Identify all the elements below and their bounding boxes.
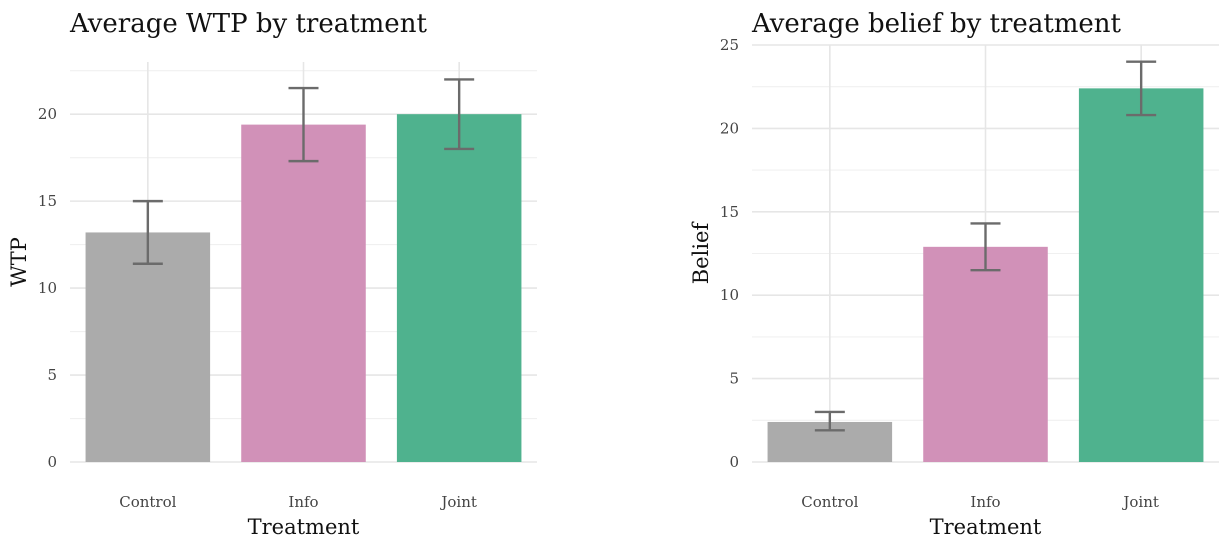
y-tick-label: 15 (720, 203, 739, 221)
bar-joint (396, 114, 522, 462)
y-tick-label: 0 (729, 453, 739, 471)
y-tick-label: 25 (720, 36, 739, 54)
y-tick-label: 20 (720, 119, 739, 137)
belief-chart: 0 5 10 15 20 25 Control Info Joint Average belief… (689, 9, 1219, 539)
y-tick-label: 5 (47, 366, 57, 384)
x-tick-label: Control (801, 493, 858, 511)
error-bar-info (970, 222, 1001, 272)
x-axis-title: Treatment (930, 515, 1042, 539)
error-bar-joint (1126, 60, 1157, 117)
y-axis-title: WTP (7, 237, 31, 287)
error-bar-control (814, 410, 845, 432)
bar-joint (1078, 88, 1204, 463)
error-bar-joint (444, 78, 475, 151)
y-tick-label: 5 (729, 370, 739, 388)
x-tick-label: Info (970, 493, 1000, 511)
x-tick-label: Joint (1121, 493, 1159, 511)
y-tick-label: 10 (38, 279, 57, 297)
x-tick-label: Info (288, 493, 318, 511)
bar-info (241, 124, 366, 462)
error-bar-control (132, 199, 163, 265)
y-tick-label: 0 (47, 453, 57, 471)
x-tick-label: Control (119, 493, 176, 511)
wtp-chart: 0 5 10 15 20 Control Info Joint Average WTP by t… (7, 9, 537, 539)
x-axis-title: Treatment (248, 515, 360, 539)
x-tick-label: Joint (439, 493, 477, 511)
y-axis-title: Belief (689, 221, 713, 285)
bar-control (85, 232, 211, 462)
error-bar-info (288, 86, 319, 163)
y-tick-label: 10 (720, 286, 739, 304)
chart-title: Average WTP by treatment (69, 9, 427, 39)
y-tick-label: 20 (38, 105, 57, 123)
chart-title: Average belief by treatment (751, 9, 1122, 39)
y-tick-label: 15 (38, 192, 57, 210)
bar-info (923, 246, 1048, 462)
